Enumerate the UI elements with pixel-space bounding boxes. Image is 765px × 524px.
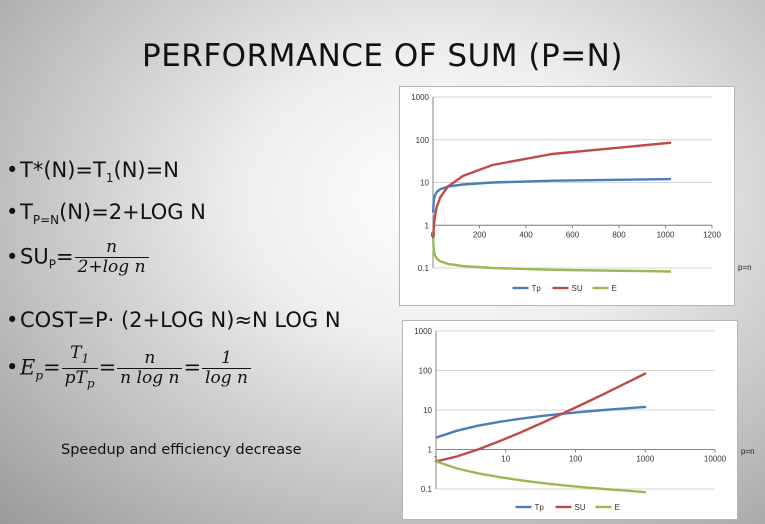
fraction-text: T (70, 343, 82, 363)
bullet-text: T*(N)=T (20, 158, 106, 182)
fraction-subscript: 1 (81, 351, 90, 366)
x-tick-label: 10 (501, 455, 510, 464)
legend-label-e: E (612, 284, 617, 293)
series-line-tp (435, 405, 647, 439)
note-text: Speedup and efficiency decrease (61, 442, 302, 458)
series-line-e (432, 238, 672, 273)
equals-sign: = (98, 355, 117, 380)
speedup-fraction: n 2+log n (74, 238, 149, 277)
fraction-denominator: pTp (62, 369, 98, 393)
y-tick-label: 1000 (414, 327, 432, 336)
legend-label-tp: Tp (535, 503, 545, 512)
y-tick-label: 1000 (411, 93, 429, 102)
fraction-numerator: T1 (61, 343, 98, 370)
bullet-speedup: •SUP= n 2+log n (6, 238, 150, 277)
x-tick-label: 600 (566, 230, 580, 239)
y-tick-label: 10 (423, 406, 432, 415)
series-line-su (432, 141, 672, 239)
bullet-t-p-equals-n: •TP=N(N)=2+LOG N (6, 200, 206, 228)
x-tick-label: 400 (519, 230, 533, 239)
fraction-text: pT (64, 368, 87, 389)
series-line-su (435, 372, 647, 463)
legend-label-tp: Tp (532, 284, 542, 293)
bullet-subscript: P=N (32, 213, 60, 228)
y-tick-label: 100 (419, 367, 433, 376)
legend-label-e: E (615, 503, 620, 512)
x-tick-label: 200 (473, 230, 487, 239)
fraction-numerator: n (117, 349, 183, 370)
x-tick-label: 1 (434, 455, 439, 464)
efficiency-fraction-3: 1 log n (202, 349, 251, 388)
bullet-subscript: P (48, 257, 56, 272)
x-tick-label: 1200 (703, 230, 721, 239)
fraction-numerator: n (74, 238, 149, 258)
x-tick-label: 1000 (636, 455, 654, 464)
efficiency-fraction-1: T1 pTp (61, 343, 98, 394)
y-tick-label: 0.1 (421, 485, 433, 494)
legend-label-su: SU (575, 503, 586, 512)
series-line-tp (432, 177, 672, 213)
bullet-text: E (20, 355, 36, 380)
chart-log-x: 0.1 1 10 100 1000 1 10 100 1000 10000 Tp SU E (414, 327, 727, 512)
fraction-denominator: log n (205, 368, 248, 389)
fraction-denominator: 2+log n (77, 257, 146, 277)
equals-sign: = (183, 355, 202, 380)
x-tick-label: 800 (612, 230, 626, 239)
slide-title: PERFORMANCE OF SUM (P=N) (142, 38, 623, 74)
chart-panel-linear: 0.1 1 10 100 1000 0 200 400 600 800 1000 1200 Tp SU E (399, 86, 735, 306)
y-tick-label: 10 (420, 179, 429, 188)
legend-label-su: SU (572, 284, 583, 293)
bullet-subscript: p (35, 368, 44, 383)
bullet-text: T (20, 200, 33, 224)
x-tick-label: 100 (569, 455, 583, 464)
y-tick-label: 1 (425, 221, 430, 230)
x-tick-label: 1000 (657, 230, 675, 239)
bullet-text: COST=P· (2+LOG N)≈N LOG N (20, 308, 341, 332)
chart-panel-log: 0.1 1 10 100 1000 1 10 100 1000 10000 Tp SU E (402, 320, 738, 520)
series-line-e (435, 460, 647, 494)
bullet-subscript: 1 (105, 171, 114, 186)
equals-sign: = (43, 355, 61, 380)
bullet-text: (N)=N (113, 158, 179, 182)
bullet-t-star: •T*(N)=T1(N)=N (6, 158, 179, 186)
bullet-text: (N)=2+LOG N (59, 200, 206, 224)
fraction-numerator: 1 (202, 349, 251, 370)
fraction-subscript: p (86, 376, 95, 391)
fraction-denominator: n log n (120, 368, 180, 389)
axis-side-label-2: p=n (741, 447, 755, 456)
bullet-cost: •COST=P· (2+LOG N)≈N LOG N (6, 308, 341, 332)
y-tick-label: 1 (428, 446, 433, 455)
y-tick-label: 0.1 (418, 264, 430, 273)
equals-sign: = (55, 244, 74, 269)
axis-side-label-1: p=n (738, 263, 752, 272)
bullet-text: SU (20, 244, 49, 269)
x-tick-label: 10000 (704, 455, 727, 464)
y-tick-label: 100 (416, 136, 430, 145)
bullet-efficiency: •Ep= T1 pTp = n n log n = 1 log n (6, 344, 252, 394)
